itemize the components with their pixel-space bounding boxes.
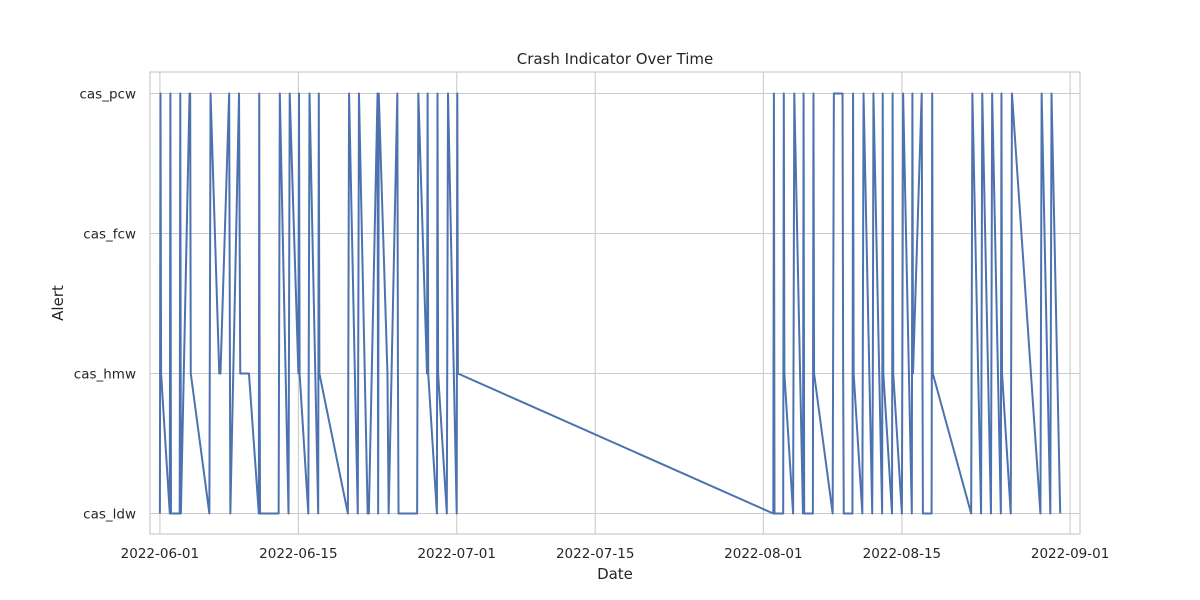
x-tick-label: 2022-07-15 [556,546,634,562]
x-tick-label: 2022-09-01 [1031,546,1109,562]
alert-series-line [158,92,1062,515]
y-tick-label: cas_pcw [79,87,136,103]
x-tick-label: 2022-06-15 [259,546,337,562]
y-tick-label: cas_fcw [83,227,136,243]
y-tick-label: cas_ldw [83,507,136,523]
plot-frame [149,71,1081,535]
y-axis-label: Alert [49,285,67,321]
x-axis-label: Date [597,565,633,583]
y-tick-labels: cas_ldw cas_hmw cas_fcw cas_pcw [74,87,136,523]
x-tick-label: 2022-08-01 [724,546,802,562]
y-tick-label: cas_hmw [74,367,136,383]
x-tick-labels: 2022-06-01 2022-06-15 2022-07-01 2022-07-15… [121,546,1110,562]
x-tick-label: 2022-07-01 [417,546,495,562]
x-tick-label: 2022-06-01 [121,546,199,562]
x-tick-label: 2022-08-15 [863,546,941,562]
chart-title: Crash Indicator Over Time [517,50,714,68]
series-group [158,92,1062,515]
